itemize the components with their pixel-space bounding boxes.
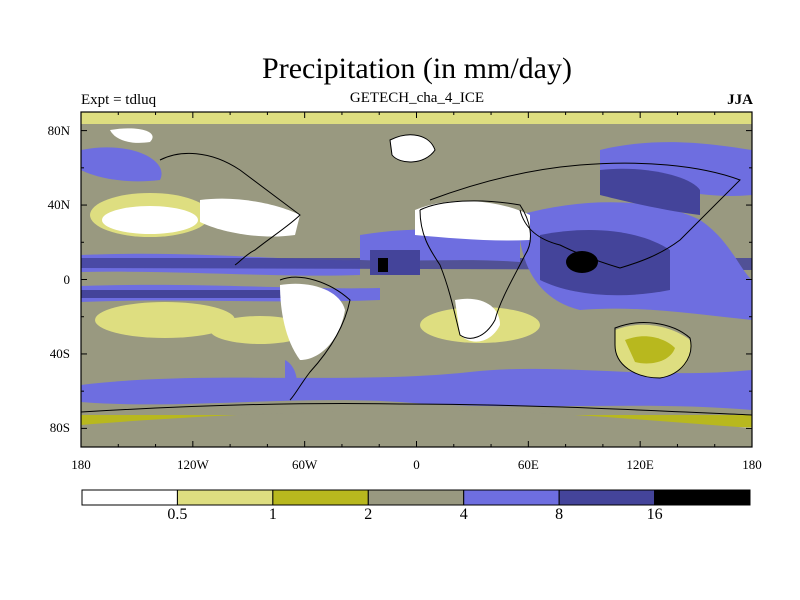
colorbar (81, 489, 751, 506)
colorbar-label: 16 (646, 506, 663, 523)
colorbar-swatch (654, 489, 751, 506)
axis-ticks (80, 112, 753, 447)
lon-label: 120W (176, 457, 209, 472)
colorbar-label: 0.5 (167, 506, 188, 523)
lat-label: 80N (47, 122, 70, 138)
lon-label: 60E (517, 457, 539, 472)
lon-label: 60W (292, 457, 318, 472)
lat-label: 40S (49, 345, 70, 361)
precip-field (81, 112, 752, 447)
coastlines (80, 134, 753, 416)
colorbar-swatch (463, 489, 560, 506)
lat-label: 40N (47, 197, 70, 213)
map-subtitle: GETECH_cha_4_ICE (349, 90, 485, 106)
colorbar-label: 4 (459, 506, 468, 523)
colorbar-swatch (272, 489, 369, 506)
colorbar-label: 8 (555, 506, 564, 523)
lon-label: 0 (413, 457, 420, 472)
colorbar-swatch (176, 489, 274, 506)
lat-label: 0 (63, 271, 71, 287)
experiment-label: Expt = tdluq (81, 92, 157, 108)
colorbar-swatch (367, 489, 465, 506)
lon-label: 180 (742, 457, 762, 472)
colorbar-swatch (558, 489, 656, 506)
colorbar-label: 2 (364, 506, 373, 523)
season-label: JJA (727, 92, 753, 108)
colorbar-swatch (81, 489, 178, 506)
lon-label: 180 (71, 457, 91, 472)
map-title: Precipitation (in mm/day) (262, 52, 572, 85)
lat-label: 80S (49, 420, 70, 436)
lon-label: 120E (626, 457, 654, 472)
colorbar-label: 1 (268, 506, 277, 523)
